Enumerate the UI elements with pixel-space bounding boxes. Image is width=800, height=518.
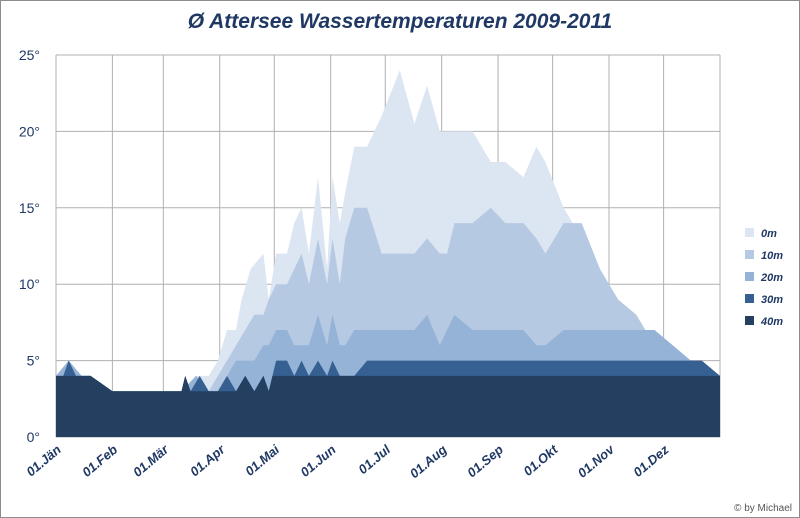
y-tick-label: 25°: [19, 47, 40, 63]
x-tick-label: 01.Aug: [407, 442, 450, 481]
x-tick-label: 01.Nov: [575, 441, 618, 480]
legend-swatch-30m: [745, 294, 754, 303]
legend-label-40m: 40m: [760, 316, 783, 328]
y-axis-ticks: 0° 5° 10° 15° 20° 25°: [19, 47, 40, 445]
y-tick-label: 15°: [19, 200, 40, 216]
y-tick-label: 20°: [19, 123, 40, 139]
legend: 0m 10m 20m 30m 40m: [745, 228, 783, 328]
legend-label-30m: 30m: [761, 294, 783, 306]
legend-label-20m: 20m: [760, 272, 783, 284]
x-tick-label: 01.Jän: [23, 442, 64, 480]
area-series: [56, 70, 720, 438]
legend-swatch-0m: [745, 228, 754, 237]
x-tick-label: 01.Mai: [242, 442, 282, 479]
x-tick-label: 01.Feb: [79, 442, 120, 480]
x-tick-label: 01.Apr: [187, 441, 228, 479]
x-tick-label: 01.Sep: [464, 442, 506, 480]
x-tick-label: 01.Mär: [130, 441, 172, 480]
x-tick-label: 01.Jul: [355, 442, 393, 477]
legend-swatch-20m: [745, 272, 754, 281]
credit-text: © by Michael: [734, 503, 792, 514]
chart-title: Ø Attersee Wassertemperaturen 2009-2011: [187, 10, 613, 33]
y-tick-label: 0°: [27, 429, 40, 445]
x-tick-label: 01.Dez: [630, 441, 672, 479]
legend-swatch-10m: [745, 250, 754, 259]
area-series-40m: [56, 375, 720, 437]
y-tick-label: 10°: [19, 276, 40, 292]
legend-label-10m: 10m: [761, 250, 783, 262]
legend-label-0m: 0m: [761, 228, 777, 240]
x-tick-label: 01.Okt: [520, 441, 561, 478]
y-tick-label: 5°: [27, 353, 40, 369]
x-axis-ticks: 01.Jän 01.Feb 01.Mär 01.Apr 01.Mai 01.Jun 01.J…: [23, 441, 672, 481]
x-tick-label: 01.Jun: [297, 442, 338, 480]
legend-swatch-40m: [745, 316, 754, 325]
